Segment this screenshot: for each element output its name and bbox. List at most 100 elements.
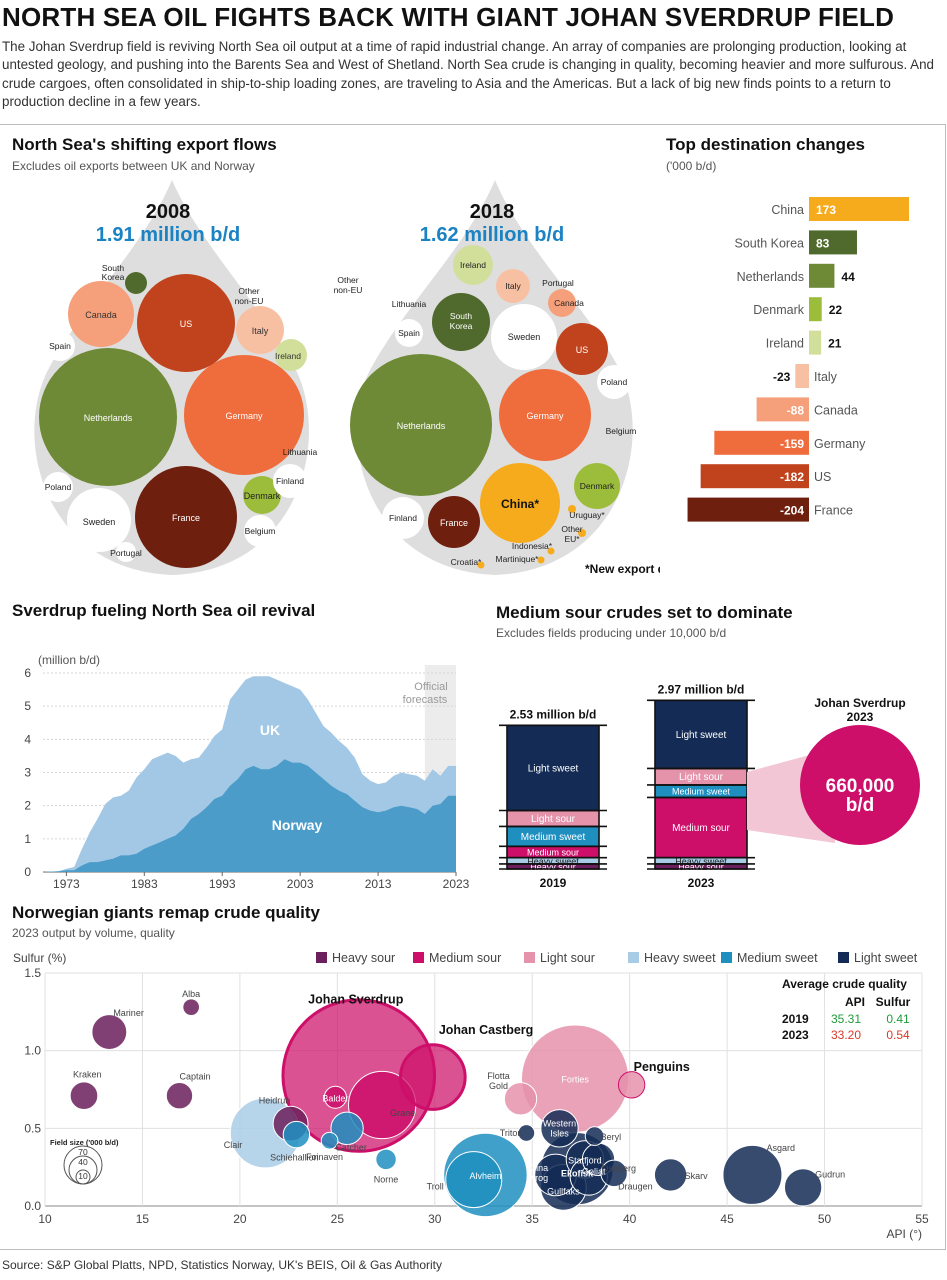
label-2008-germany: Germany [225,411,263,421]
bubble-2018-china [480,463,560,543]
export-flows-subtitle: Excludes oil exports between UK and Norw… [12,159,255,173]
value-label-china: 173 [816,203,836,217]
bubble-2018-germany [499,369,591,461]
point-label-gina-krog-0: Gina [529,1163,548,1173]
point-label-flotta-gold-1: Gold [489,1081,508,1091]
segment-label-2019-medium-sour: Medium sour [527,847,579,857]
destination-changes-title: Top destination changes [666,135,865,154]
point-beryl [584,1126,605,1146]
avg-row-sulfur-2023: 0.54 [886,1028,910,1042]
label-2018-uruguay: Uruguay* [569,510,605,520]
segment-label-2023-medium-sour: Medium sour [672,823,730,834]
label-2018-indonesia: Indonesia* [512,541,553,551]
bar-south-korea [809,230,857,255]
page-title: NORTH SEA OIL FIGHTS BACK WITH GIANT JOH… [2,2,895,32]
x-tick-45: 45 [720,1212,734,1226]
forecast-label-line2: forecasts [403,694,448,706]
sverdrup-title-name: Johan Sverdrup [814,696,905,710]
size-legend-label-70: 70 [78,1147,88,1157]
segment-2023-medium-sour [654,796,748,859]
y-tick-6: 6 [24,666,31,680]
point-label-skarv: Skarv [685,1171,709,1181]
x-tick-2013: 2013 [365,877,392,891]
value-label-germany: -159 [780,437,804,451]
point-alba [182,998,201,1017]
bubble-2018-sweden [491,304,557,370]
point-kraken [69,1081,99,1111]
value-label-south-korea: 83 [816,236,830,250]
y-axis-label: Sulfur (%) [13,951,66,965]
avg-row-api-2023: 33.20 [831,1028,861,1042]
label-2008-canada: Canada [85,310,117,320]
bubble-2018-denmark [574,463,620,509]
size-legend-label-40: 40 [78,1157,88,1167]
point-western-isles [540,1109,579,1148]
label-2008-poland: Poland [45,482,72,492]
label-2008-south-korea: South Korea [102,263,125,282]
value-label-france: -204 [780,504,804,518]
segment-label-2023-heavy-sweet: Heavy sweet [675,856,727,866]
y-tick-1: 1 [24,832,31,846]
category-label-france: France [814,504,853,518]
y-tick-0: 0 [24,865,31,879]
bubble-2008-us [137,274,235,372]
point-johan-castberg [399,1043,467,1111]
point-label-clair: Clair [224,1140,243,1150]
point-label-catcher: Catcher [335,1142,367,1152]
sverdrup-value-number: 660,000 [826,776,895,797]
point-label-western-isles-0: Western [543,1118,576,1128]
label-2008-sweden: Sweden [83,517,116,527]
bubble-2008-belgium [244,515,276,547]
bubble-2008-germany [184,355,304,475]
point-label-balder: Balder [322,1093,348,1103]
avg-table-title: Average crude quality [782,977,907,991]
point-asgard [722,1144,783,1205]
x-tick-30: 30 [428,1212,442,1226]
point-label-gullfaks: Gullfaks [547,1186,580,1196]
category-label-south-korea: South Korea [735,236,805,250]
quality-title: Norwegian giants remap crude quality [12,903,320,922]
label-2008-netherlands: Netherlands [84,413,133,423]
sverdrup-title-year: 2023 [847,710,874,724]
other-non-eu-2008-l1: Other [238,286,259,296]
point-draugen [600,1159,628,1188]
legend-label-heavy-sour: Heavy sour [332,951,395,965]
x-tick-20: 20 [233,1212,247,1226]
point-label-ekofisk: Ekofisk [561,1169,594,1179]
point-label-kraken: Kraken [73,1070,102,1080]
legend-swatch-light-sweet [838,952,849,963]
avg-col-sulfur: Sulfur [876,995,911,1009]
point-label-norne: Norne [374,1174,399,1184]
point-label-penguins: Penguins [634,1060,690,1074]
legend-label-medium-sweet: Medium sweet [737,951,818,965]
avg-row-sulfur-2019: 0.41 [886,1012,910,1026]
label-2008-denmark: Denmark [244,491,281,501]
y-tick-5: 5 [24,699,31,713]
revival-title: Sverdrup fueling North Sea oil revival [12,601,316,620]
south-korea-2018-l2: Korea [450,321,473,331]
point-label-beryl: Beryl [601,1132,622,1142]
legend-swatch-medium-sour [413,952,424,963]
value-label-italy: -23 [773,370,791,384]
label-2018-lithuania: Lithuania [392,299,427,309]
value-label-canada: -88 [787,403,805,417]
y-tick-1.5: 1.5 [24,966,41,980]
point-flotta-gold [503,1082,538,1116]
south-korea-2008-l1: South [102,263,124,273]
bubble-2018-finland [382,497,424,539]
label-2008-france: France [172,513,200,523]
bubble-2018-netherlands [350,354,492,496]
point-label-forties: Forties [561,1075,589,1085]
bubble-2018-south-korea [432,293,490,351]
point-label-gudrun: Gudrun [815,1169,845,1179]
label-2018-martinique: Martinique* [496,554,540,564]
bar-france [687,497,809,522]
south-korea-2018-l1: South [450,311,472,321]
bar-netherlands [809,263,835,288]
size-legend-title: Field size ('000 b/d) [50,1138,119,1147]
label-2008-belgium: Belgium [245,526,276,536]
bubble-2018-italy [496,269,530,303]
sverdrup-value-unit: b/d [846,795,875,816]
